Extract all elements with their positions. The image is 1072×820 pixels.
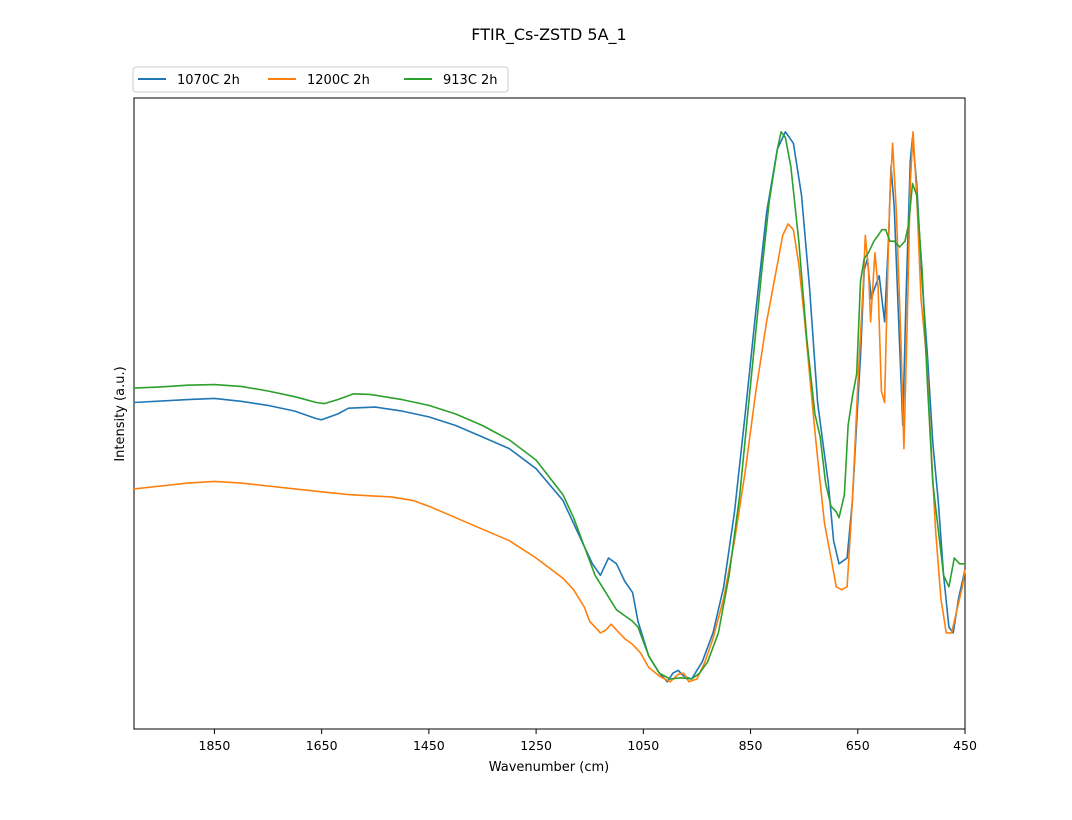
x-tick-label: 650 [846,738,870,753]
legend-label-2: 913C 2h [443,73,498,88]
legend-label-1: 1200C 2h [307,73,370,88]
series-line-2 [133,131,965,680]
series-group [133,131,966,683]
series-line-1 [133,131,966,683]
x-tick-label: 1250 [520,738,552,753]
chart-title: FTIR_Cs-ZSTD 5A_1 [471,25,626,45]
x-tick-label: 1050 [627,738,659,753]
x-tick-label: 850 [739,738,763,753]
x-tick-label: 1650 [306,738,338,753]
x-tick-label: 1450 [413,738,445,753]
y-axis-label: Intensity (a.u.) [113,366,128,461]
x-tick-label: 1850 [199,738,231,753]
legend: 1070C 2h 1200C 2h 913C 2h [132,66,509,93]
series-line-0 [133,131,966,683]
plot-frame [133,97,966,730]
x-axis-label: Wavenumber (cm) [489,760,610,775]
plot-area [133,97,966,730]
x-tick-label: 450 [953,738,977,753]
x-axis-ticks: 1850 1650 1450 1250 1050 850 650 450 [199,729,977,753]
legend-label-0: 1070C 2h [177,73,240,88]
legend-box [132,66,509,93]
